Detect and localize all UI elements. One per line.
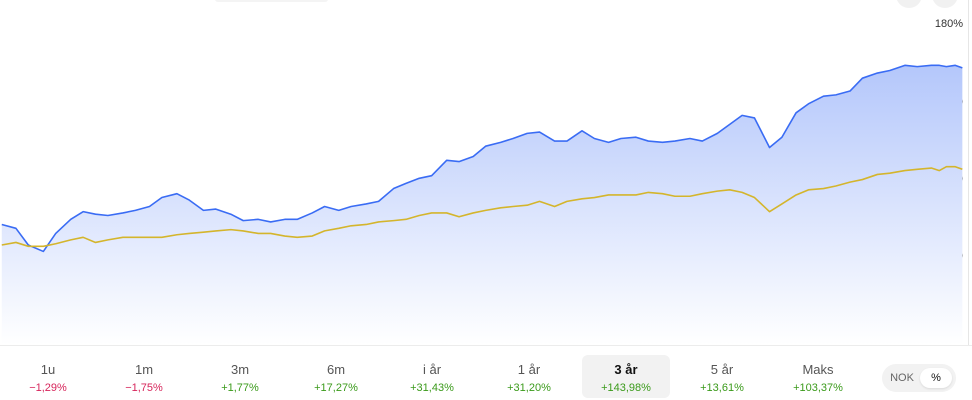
period-tab[interactable]: i år +31,43% [388,355,476,398]
period-tabs: 1u −1,29% 1m −1,75% 3m +1,77% 6m +17,27% i år +31… [0,355,870,398]
series-line-1 [1,165,963,248]
unit-toggle[interactable]: NOK % [882,364,956,392]
period-label: Maks [802,362,834,377]
unit-option-percent[interactable]: % [920,368,952,388]
chart-tool-button[interactable] [896,0,922,8]
period-tab[interactable]: Maks +103,37% [774,355,862,398]
period-change: +31,20% [507,382,551,394]
period-label: 1m [134,362,154,377]
period-label: i år [422,362,442,377]
period-change: +103,37% [793,382,843,394]
series-area [1,65,963,345]
period-change: +17,27% [314,382,358,394]
period-label: 6m [326,362,346,377]
top-control[interactable] [215,0,328,2]
period-change: +13,61% [700,382,744,394]
period-tab[interactable]: 6m +17,27% [292,355,380,398]
period-tab[interactable]: 3m +1,77% [196,355,284,398]
period-change: −1,75% [125,382,163,394]
period-tab[interactable]: 3 år +143,98% [582,355,670,398]
period-label: 5 år [710,362,734,377]
period-label: 3 år [614,362,638,377]
performance-chart: 0%60%120%180%jan '23jul '23jan '24jul '2… [1,0,969,345]
y-tick-label: 180% [935,18,963,30]
period-change: +143,98% [601,382,651,394]
period-tab[interactable]: 1 år +31,20% [485,355,573,398]
divider [0,345,972,346]
unit-option-nok[interactable]: NOK [890,372,914,384]
period-change: +1,77% [221,382,259,394]
period-label: 3m [230,362,250,377]
period-tab[interactable]: 1u −1,29% [4,355,92,398]
period-label: 1u [40,362,56,377]
period-change: +31,43% [410,382,454,394]
series-line-0 [1,64,963,253]
period-tab[interactable]: 5 år +13,61% [678,355,766,398]
period-tab[interactable]: 1m −1,75% [100,355,188,398]
chart-tool-button[interactable] [932,0,958,8]
period-label: 1 år [517,362,541,377]
period-change: −1,29% [29,382,67,394]
